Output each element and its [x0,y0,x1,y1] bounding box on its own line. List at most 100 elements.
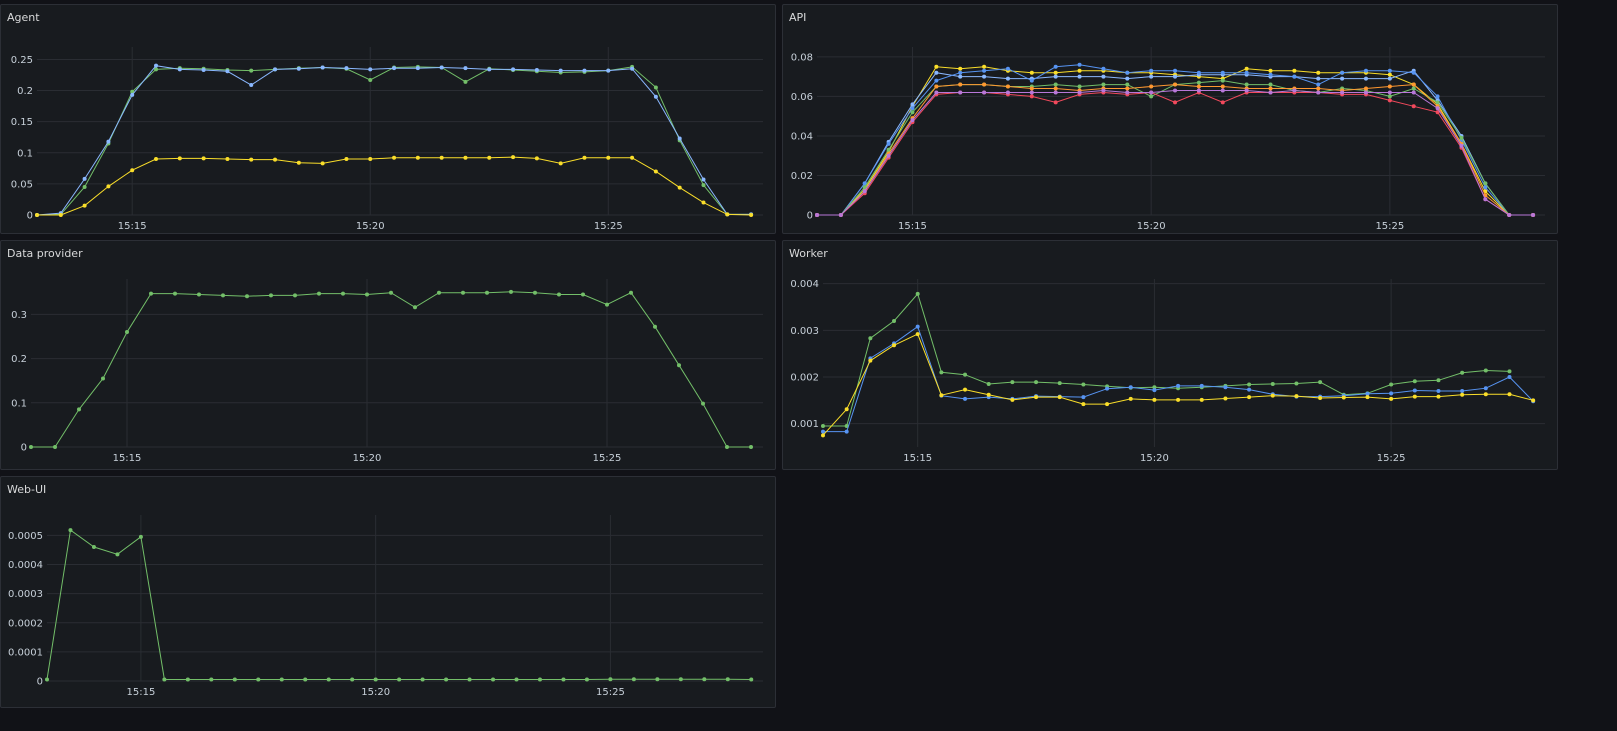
data-point [368,67,373,72]
data-point [1387,84,1392,89]
data-point [1411,104,1416,109]
data-point [1270,393,1275,398]
data-point [982,74,987,79]
data-point [606,155,611,160]
data-point [1270,382,1275,386]
data-point [558,68,563,73]
data-point [1199,397,1204,402]
data-point [701,183,706,188]
data-point [701,200,706,205]
data-point [1389,396,1394,401]
data-point [630,66,635,71]
x-tick-label: 15:25 [594,221,623,232]
data-point [1101,88,1106,93]
data-point [934,84,939,89]
data-point [581,292,585,297]
data-point [1125,76,1130,81]
data-point [915,291,920,296]
data-point [1460,370,1465,375]
data-point [1387,68,1392,73]
x-tick-label: 15:25 [596,687,625,698]
data-point [154,63,159,68]
data-point [1268,82,1273,87]
data-point [1152,397,1157,402]
data-point [389,290,393,295]
series-line [46,529,752,680]
data-point [1435,94,1440,99]
chart-agent: 0 0.05 0.1 0.15 0.2 0.25 15:15 15:20 15:25 [11,47,763,232]
data-point [868,358,873,363]
y-tick-label: 0 [37,677,43,688]
data-point [1149,68,1154,73]
data-point [1436,394,1441,399]
data-point [249,157,254,162]
data-point [68,528,73,533]
data-point [1318,380,1323,385]
data-point [1268,72,1273,77]
data-point [630,155,635,160]
data-point [1268,90,1273,95]
data-point [844,429,849,434]
series-line [37,156,752,216]
data-point [439,65,444,70]
data-point [197,292,201,297]
x-tick-label: 15:25 [1377,453,1406,464]
x-tick-label: 15:20 [356,221,385,232]
data-point [963,372,968,377]
data-point [725,677,730,682]
data-point [130,92,135,97]
data-point [1459,135,1464,140]
x-tick-label: 15:15 [118,221,147,232]
x-tick-label: 15:25 [1375,221,1404,232]
data-point [886,153,891,158]
data-point [1507,213,1512,217]
data-point [1387,94,1392,99]
data-point [273,67,278,72]
y-tick-label: 0.1 [11,398,27,409]
data-point [1029,90,1034,95]
series-line [36,65,752,216]
data-point [1053,86,1058,91]
data-point [461,290,465,295]
data-point [1411,70,1416,75]
data-point [915,332,920,337]
data-point [910,106,915,111]
data-point [491,677,496,682]
data-point [561,677,566,682]
x-tick-label: 15:15 [898,221,927,232]
y-tick-label: 0.0002 [8,618,43,629]
data-point [678,677,683,682]
data-point [1128,396,1133,401]
y-tick-label: 0.0004 [8,560,43,571]
data-point [303,677,308,682]
data-point [910,110,915,115]
data-point [91,545,96,550]
y-tick-label: 0.002 [790,373,819,384]
panel-worker: Worker 0.001 0.002 0.003 0.004 15:15 15:20 15:… [782,240,1558,470]
data-point [958,82,963,87]
data-point [249,82,254,87]
data-point [963,387,968,392]
data-point [1389,382,1394,387]
data-point [444,677,449,682]
x-tick-label: 15:20 [353,453,382,464]
data-point [910,102,915,107]
data-point [1029,78,1034,83]
data-point [655,677,660,682]
data-point [1125,86,1130,91]
data-point [1005,90,1010,95]
data-point [838,213,843,217]
data-point [653,94,658,99]
y-tick-label: 0.3 [11,310,27,321]
data-point [1057,381,1062,386]
y-tick-label: 0.004 [790,279,819,290]
data-point [1389,391,1394,396]
data-point [1053,100,1058,105]
data-point [677,136,682,141]
panel-title: Data provider [7,247,83,260]
data-point [1005,84,1010,89]
data-point [982,64,987,69]
data-point [35,213,39,217]
data-point [1173,100,1178,105]
data-point [821,424,825,428]
